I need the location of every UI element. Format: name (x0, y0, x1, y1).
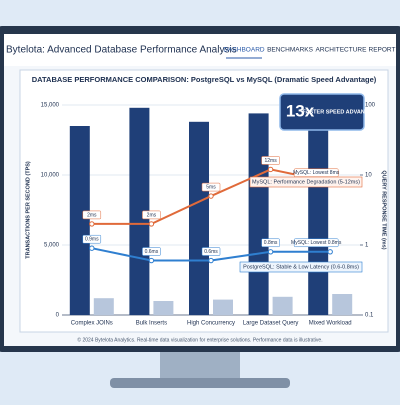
bar (308, 107, 329, 315)
bar (248, 113, 269, 316)
data-label: 0.9ms (85, 237, 99, 243)
point (267, 249, 274, 255)
data-label: MySQL: Lowest 8ms (293, 170, 340, 176)
annotation: MySQL: Performance Degradation (5-12ms) (252, 179, 360, 185)
bar (213, 299, 233, 315)
nav-item[interactable]: DASHBOARD (223, 47, 264, 54)
bar (69, 126, 90, 315)
header-bar (4, 34, 396, 66)
app-title: Bytelota: Advanced Database Performance … (6, 45, 237, 56)
nav-item[interactable]: BENCHMARKS (267, 47, 314, 54)
point (208, 257, 214, 264)
y-axis-label: TRANSACTIONS PER SECOND (TPS) (25, 161, 31, 259)
point (267, 166, 274, 173)
data-label-box (261, 238, 280, 248)
point (327, 249, 333, 255)
y-tick-label: 0 (56, 313, 60, 319)
data-label-box (201, 247, 221, 256)
footer: © 2024 Bytelota Analytics. Real-time dat… (77, 336, 322, 343)
annotation-box (239, 261, 363, 273)
data-label-box (261, 156, 280, 165)
data-label: 0.8ms (264, 240, 278, 246)
x-tick-label: Mixed Workload (309, 321, 352, 327)
x-tick-label: Complex JOINs (71, 321, 113, 327)
bar (272, 296, 293, 315)
bar (332, 294, 353, 315)
callout-small: FASTER SPEED ADVANTAGE! (302, 109, 381, 115)
y-tick-label: 10,000 (41, 173, 60, 179)
x-tick-label: High Concurrency (187, 321, 235, 327)
x-tick-label: Bulk Inserts (136, 321, 167, 327)
point (89, 221, 95, 227)
data-label-box (142, 210, 161, 220)
data-label: 0.6ms (145, 249, 159, 255)
data-label-box (82, 234, 102, 244)
monitor-stand (160, 350, 240, 380)
bar (129, 107, 150, 315)
data-label: 12ms (264, 158, 277, 164)
callout-big: 13x (286, 101, 315, 120)
annotation: PostgreSQL: Stable & Low Latency (0.6-0.… (243, 264, 359, 270)
data-label-box (201, 182, 221, 192)
bar (189, 121, 209, 315)
bar (153, 301, 174, 315)
nav-item[interactable]: ARCHITECTURE (316, 47, 368, 54)
y2-tick-label: 0.1 (365, 313, 374, 319)
y-tick-label: 5,000 (44, 243, 60, 249)
data-label: 2ms (147, 212, 157, 218)
annotation-box (249, 176, 363, 188)
data-label: 5ms (206, 184, 216, 190)
callout-box (279, 93, 365, 131)
y-tick-label: 15,000 (41, 103, 60, 109)
data-label: 2ms (87, 212, 97, 218)
point (148, 221, 155, 227)
y2-tick-label: 1 (365, 243, 369, 249)
point (148, 257, 155, 264)
y2-tick-label: 10 (365, 173, 372, 179)
y2-tick-label: 100 (365, 103, 376, 109)
data-label: 0.6ms (204, 249, 218, 255)
point (89, 245, 95, 251)
point (208, 193, 214, 199)
chart-title: DATABASE PERFORMANCE COMPARISON: Postgre… (32, 75, 377, 84)
data-label: MySQL: Lowest 0.8ms (291, 240, 342, 246)
y2-axis-label: QUERY RESPONSE TIME (ms) (381, 170, 387, 249)
data-label-box (293, 238, 339, 248)
data-label-box (82, 210, 102, 220)
bar (93, 298, 114, 315)
monitor-base (110, 378, 290, 388)
data-label-box (142, 247, 161, 256)
x-tick-label: Large Dataset Query (243, 321, 299, 327)
nav-item[interactable]: REPORT (369, 47, 396, 54)
